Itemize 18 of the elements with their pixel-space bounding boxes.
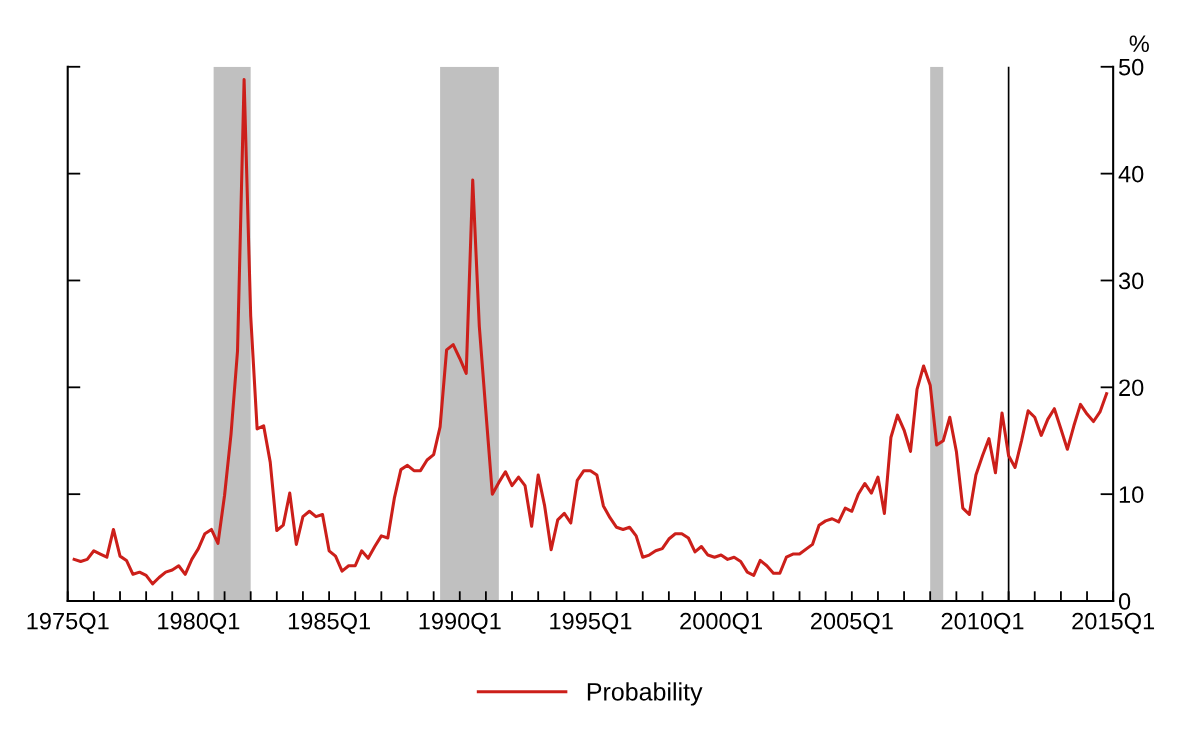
x-tick-label: 2000Q1	[680, 612, 762, 634]
x-tick-label: 1985Q1	[288, 612, 370, 634]
x-tick-label: 2015Q1	[1072, 612, 1155, 634]
y-tick-label: 40	[1118, 165, 1144, 183]
legend-label: Probability	[587, 682, 703, 706]
x-tick-label: 2005Q1	[811, 612, 893, 634]
line-series	[72, 78, 1109, 586]
y-tick-label: 30	[1118, 272, 1144, 290]
y-tick-label: 50	[1118, 58, 1144, 76]
x-tick-label: 1980Q1	[158, 612, 240, 634]
x-tick-label: 1995Q1	[550, 612, 632, 634]
y-axis-title: %	[1129, 35, 1149, 52]
y-tick-label: 20	[1119, 379, 1144, 397]
x-tick-label: 2010Q1	[941, 612, 1024, 634]
x-tick-label: 1975Q1	[27, 612, 109, 634]
y-tick-label: 10	[1119, 486, 1144, 503]
x-tick-label: 1990Q1	[419, 612, 501, 634]
y-tick-label: 0	[1118, 593, 1131, 610]
